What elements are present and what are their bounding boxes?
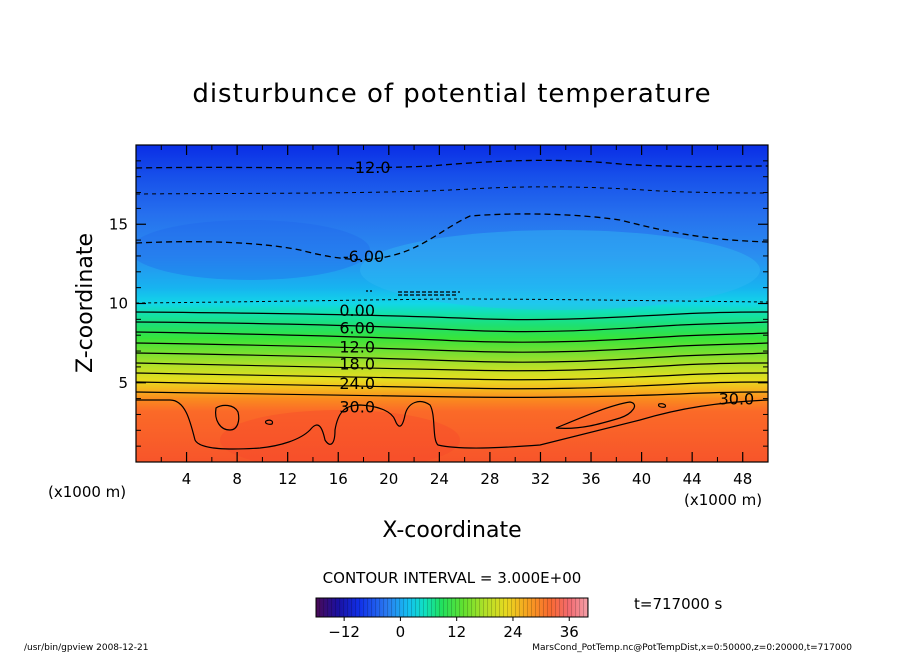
contour-neg12 — [136, 159, 768, 169]
contour-6 — [136, 321, 768, 333]
negative-contours — [136, 159, 768, 304]
x-tick-label: 4 — [182, 470, 192, 488]
contour-label: -6.00 — [343, 247, 384, 266]
contour-label: 30.0 — [339, 398, 375, 417]
x-tick-label: 28 — [480, 470, 499, 488]
x-tick-label: 20 — [379, 470, 398, 488]
positive-contours — [136, 311, 768, 450]
footer-right: MarsCond_PotTemp.nc@PotTempDist,x=0:5000… — [532, 643, 852, 653]
contour-neg-small — [398, 291, 460, 296]
x-tick-label: 44 — [683, 470, 702, 488]
contour-neg6 — [136, 213, 768, 261]
contour-label: 12.0 — [339, 337, 375, 356]
x-tick-label: 16 — [329, 470, 348, 488]
contour-label: 18.0 — [339, 355, 375, 374]
x-tick-label: 40 — [632, 470, 651, 488]
contour-label: 6.00 — [339, 318, 375, 337]
field-feature-light — [360, 230, 760, 310]
x-unit-left: (x1000 m) — [48, 483, 126, 501]
contour-30-blob1 — [215, 404, 240, 431]
colorbar-tick-label: 12 — [447, 623, 466, 641]
contour-label: 0.00 — [339, 301, 375, 320]
y-tick-label: 5 — [118, 374, 128, 392]
x-tick-label: 32 — [531, 470, 550, 488]
contour-30-blob2 — [555, 401, 635, 429]
plot-area — [136, 145, 768, 462]
colorbar-stripes — [316, 598, 588, 617]
x-tick-label: 48 — [733, 470, 752, 488]
contour-neg9 — [136, 186, 768, 195]
contour-24 — [136, 381, 768, 390]
y-axis-label: Z-coordinate — [73, 233, 98, 373]
colorbar-tick-label: 0 — [396, 623, 406, 641]
x-tick-label: 24 — [430, 470, 449, 488]
x-tick-label: 12 — [278, 470, 297, 488]
colorbar: −12 0 12 24 36 — [315, 597, 589, 641]
colorbar-ticks: −12 0 12 24 36 — [328, 617, 579, 641]
heatmap-field — [136, 145, 768, 462]
field-feature-dark — [136, 220, 370, 280]
contour-12 — [136, 342, 768, 353]
x-tick-label: 36 — [581, 470, 600, 488]
x-tick-label: 8 — [232, 470, 242, 488]
contour-21 — [136, 372, 768, 381]
contour-3 — [136, 311, 768, 321]
time-label: t=717000 s — [634, 595, 722, 613]
x-axis-label: X-coordinate — [382, 518, 521, 543]
y-tick-label: 10 — [109, 295, 128, 313]
x-unit-right: (x1000 m) — [684, 491, 762, 509]
contour-30-blob4 — [657, 403, 667, 408]
y-tick-label: 15 — [109, 215, 128, 233]
contour-30 — [136, 399, 768, 450]
colorbar-tick-label: 36 — [560, 623, 579, 641]
contour-label: 30.0 — [719, 390, 755, 409]
contour-27 — [136, 391, 768, 398]
contour-30-blob3 — [264, 419, 274, 425]
contour-15 — [136, 352, 768, 363]
colorbar-tick-label: 24 — [503, 623, 522, 641]
contour-interval: CONTOUR INTERVAL = 3.000E+00 — [323, 569, 582, 587]
field-feature-warm — [220, 410, 460, 462]
colorbar-tick-label: −12 — [328, 623, 360, 641]
colorbar-frame — [315, 597, 589, 618]
contour-9 — [136, 331, 768, 343]
chart-title: disturbunce of potential temperature — [192, 79, 711, 109]
contour-neg3 — [136, 298, 768, 304]
footer-left: /usr/bin/gpview 2008-12-21 — [24, 643, 148, 653]
contour-label: 24.0 — [339, 374, 375, 393]
contour-label: -12.0 — [349, 158, 390, 177]
contour-18 — [136, 362, 768, 372]
